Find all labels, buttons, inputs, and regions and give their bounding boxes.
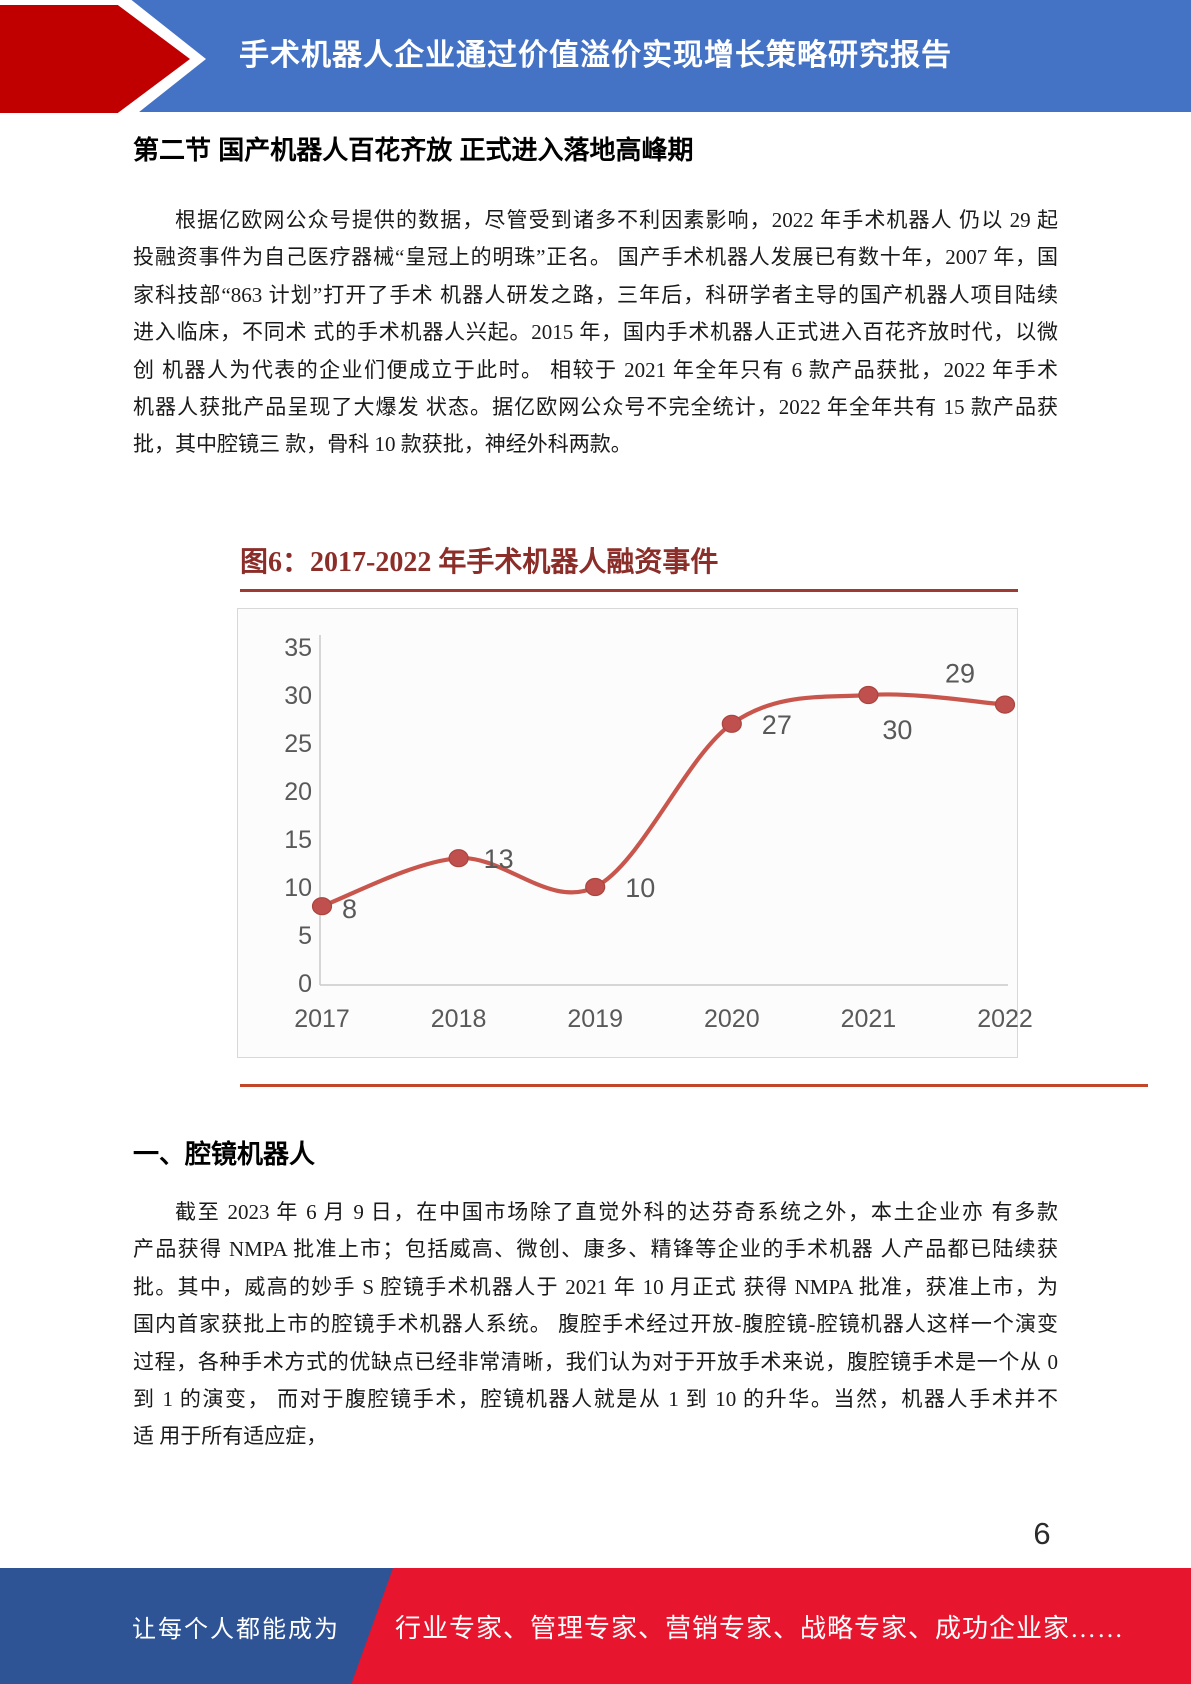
paragraph-line: 进入临床，不同术 式的手术机器人兴起。2015 年，国内手术机器人正式进入百花齐… [133,320,1058,345]
paragraph-line: 过程，各种手术方式的优缺点已经非常清晰，我们认为对于开放手术来说，腹腔镜手术是一… [133,1349,1058,1374]
paragraph-line: 到 1 的演变， 而对于腹腔镜手术，腔镜机器人就是从 1 到 10 的升华。当然… [133,1387,1058,1412]
paragraph-1: 根据亿欧网公众号提供的数据，尽管受到诸多不利因素影响，2022 年手术机器人 仍… [133,202,1058,464]
paragraph-line: 投融资事件为自己医疗器械“皇冠上的明珠”正名。 国产手术机器人发展已有数十年，2… [133,245,1058,270]
svg-text:2021: 2021 [841,1005,897,1033]
svg-text:5: 5 [298,922,312,950]
svg-text:13: 13 [484,844,514,874]
footer-slogan-right: 行业专家、管理专家、营销专家、战略专家、成功企业家…… [395,1613,1125,1643]
paragraph-line: 截至 2023 年 6 月 9 日，在中国市场除了直觉外科的达芬奇系统之外，本土… [175,1200,1058,1224]
footer-blue-panel [0,1568,394,1684]
svg-text:35: 35 [284,634,312,662]
paragraph-line: 根据亿欧网公众号提供的数据，尽管受到诸多不利因素影响，2022 年手术机器人 仍… [175,208,1058,232]
svg-text:0: 0 [298,970,312,998]
svg-text:8: 8 [342,894,357,924]
paragraph-line: 创 机器人为代表的企业们便成立于此时。 相较于 2021 年全年只有 6 款产品… [133,357,1058,382]
svg-text:10: 10 [284,874,312,902]
svg-text:30: 30 [882,715,912,745]
svg-text:25: 25 [284,730,312,758]
section-heading-2: 一、腔镜机器人 [133,1139,316,1169]
report-title: 手术机器人企业通过价值溢价实现增长策略研究报告 [239,39,952,72]
svg-text:29: 29 [945,659,975,689]
figure-caption-underline [240,589,1018,592]
page-number: 6 [1033,1516,1051,1551]
paragraph-line: 产品获得 NMPA 批准上市；包括威高、微创、康多、精锋等企业的手术机器 人产品… [133,1237,1058,1262]
funding-events-line-chart: 0 5 10 15 20 25 30 35 8 13 10 27 30 29 2017 2018 2019 202… [284,634,1033,1033]
svg-text:2022: 2022 [977,1005,1033,1033]
svg-text:2020: 2020 [704,1005,760,1033]
svg-text:15: 15 [284,826,312,854]
svg-text:2018: 2018 [431,1005,487,1033]
svg-text:27: 27 [762,710,792,740]
paragraph-line: 国内首家获批上市的腔镜手术机器人系统。 腹腔手术经过开放-腹腔镜-腔镜机器人这样… [133,1312,1058,1337]
paragraph-line: 家科技部“863 计划”打开了手术 机器人研发之路，三年后，科研学者主导的国产机… [133,282,1058,307]
figure-caption: 图6：2017-2022 年手术机器人融资事件 [240,547,719,578]
paragraph-line: 批，其中腔镜三 款，骨科 10 款获批，神经外科两款。 [133,432,632,457]
svg-text:20: 20 [284,778,312,806]
section-heading-1: 第二节 国产机器人百花齐放 正式进入落地高峰期 [133,135,694,165]
svg-text:10: 10 [625,873,655,903]
svg-text:30: 30 [284,682,312,710]
paragraph-line: 批。其中，威高的妙手 S 腔镜手术机器人于 2021 年 10 月正式 获得 N… [133,1274,1058,1299]
chart-frame: 0 5 10 15 20 25 30 35 8 13 10 27 30 29 2017 2018 2019 202… [237,608,1033,1058]
paragraph-line: 适 用于所有适应症， [133,1424,328,1449]
footer-band: 让每个人都能成为 行业专家、管理专家、营销专家、战略专家、成功企业家…… [0,1568,1191,1684]
svg-text:2019: 2019 [567,1005,623,1033]
paragraph-line: 机器人获批产品呈现了大爆发 状态。据亿欧网公众号不完全统计，2022 年全年共有… [133,395,1058,420]
figure-bottom-divider [240,1084,1148,1087]
svg-text:2017: 2017 [294,1005,350,1033]
footer-slogan-left: 让每个人都能成为 [132,1616,340,1643]
paragraph-2: 截至 2023 年 6 月 9 日，在中国市场除了直觉外科的达芬奇系统之外，本土… [133,1194,1058,1456]
